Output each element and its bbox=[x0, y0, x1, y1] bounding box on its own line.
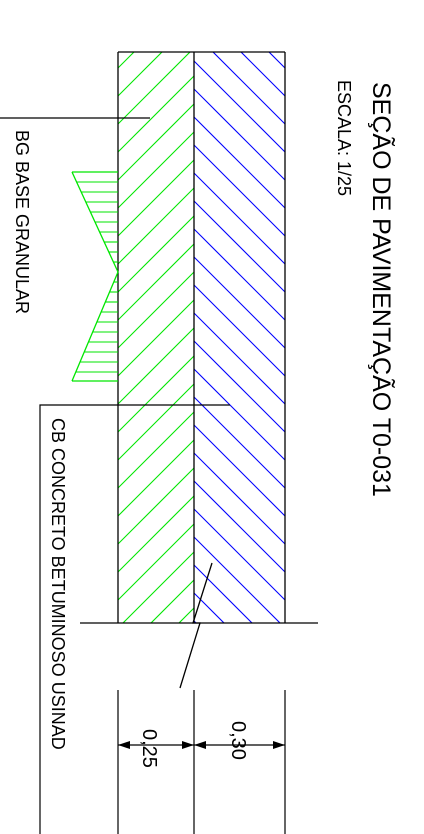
hatch-line bbox=[118, 439, 194, 517]
concrete-thickness-label: 0,30 bbox=[227, 721, 249, 760]
hatch-line bbox=[118, 159, 194, 237]
hatch-line bbox=[194, 340, 285, 433]
hatch-line bbox=[118, 523, 194, 601]
hatch-line bbox=[118, 327, 194, 405]
hatch-line bbox=[194, 620, 197, 623]
hatch-line bbox=[118, 383, 194, 461]
hatch-line bbox=[118, 411, 194, 489]
hatch-line bbox=[194, 256, 285, 349]
drawing-title: SEÇÃO DE PAVIMENTAÇÃO T0-031 bbox=[367, 82, 396, 497]
hatch-line bbox=[194, 508, 285, 601]
hatch-line bbox=[194, 312, 285, 405]
concrete-leader-line bbox=[39, 404, 230, 834]
hatch-line bbox=[118, 52, 191, 125]
hatch-line bbox=[118, 495, 194, 573]
hatch-line bbox=[118, 0, 194, 40]
hatch-line bbox=[118, 52, 135, 69]
hatch-line bbox=[118, 187, 194, 265]
hatch-line bbox=[118, 131, 194, 209]
hatch-line bbox=[118, 271, 194, 349]
dim-arrow-base-start bbox=[118, 741, 130, 749]
hatch-line bbox=[194, 452, 285, 545]
hatch-line bbox=[118, 52, 163, 97]
hatch-line bbox=[212, 52, 285, 125]
drawing-scale: ESCALA: 1/25 bbox=[334, 80, 354, 196]
hatch-line bbox=[240, 52, 285, 97]
layer-outlines bbox=[80, 51, 318, 624]
hatch-line bbox=[194, 228, 285, 321]
dim-arrow-conc-end bbox=[273, 741, 285, 749]
hatch-line bbox=[194, 564, 253, 623]
dim-arrow-base-end bbox=[182, 741, 194, 749]
hatch-line bbox=[194, 396, 285, 489]
hatch-line bbox=[118, 243, 194, 321]
hatch-line bbox=[194, 284, 285, 377]
hatch-line bbox=[118, 75, 194, 153]
hatch-line bbox=[118, 636, 194, 712]
concrete-layer-hatch bbox=[194, 0, 285, 623]
hatch-line bbox=[194, 172, 285, 265]
hatch-line bbox=[194, 116, 285, 209]
hatch-line bbox=[194, 144, 285, 237]
hatch-line bbox=[118, 215, 194, 293]
hatch-line bbox=[122, 551, 194, 623]
hatch-line bbox=[118, 467, 194, 545]
hatch-line bbox=[194, 480, 285, 573]
hatch-line bbox=[194, 60, 285, 153]
hatch-line bbox=[194, 424, 285, 517]
hatch-line bbox=[194, 200, 285, 293]
hatch-line bbox=[150, 579, 194, 623]
dim-arrow-conc-start bbox=[194, 741, 206, 749]
dimension-arrows bbox=[118, 741, 285, 749]
break-symbol bbox=[179, 562, 213, 689]
hatch-line bbox=[118, 0, 194, 12]
hatch-line bbox=[194, 0, 285, 40]
hatch-line bbox=[118, 103, 194, 181]
hatch-line bbox=[178, 607, 194, 623]
base-layer-label: BG BASE GRANULAR bbox=[12, 130, 32, 314]
hatch-line bbox=[118, 355, 194, 433]
base-layer-hatch bbox=[118, 0, 194, 712]
hatch-line bbox=[194, 88, 285, 181]
hatch-line bbox=[194, 0, 285, 12]
hatch-line bbox=[194, 592, 225, 623]
hatch-line bbox=[194, 368, 285, 461]
hatch-line bbox=[268, 52, 285, 69]
hatch-line bbox=[118, 299, 194, 377]
hatch-line bbox=[194, 536, 281, 623]
concrete-layer-label: CB CONCRETO BETUMINOSO USINAD bbox=[48, 418, 68, 750]
base-material-symbol bbox=[71, 171, 119, 382]
base-thickness-label: 0,25 bbox=[138, 729, 160, 768]
